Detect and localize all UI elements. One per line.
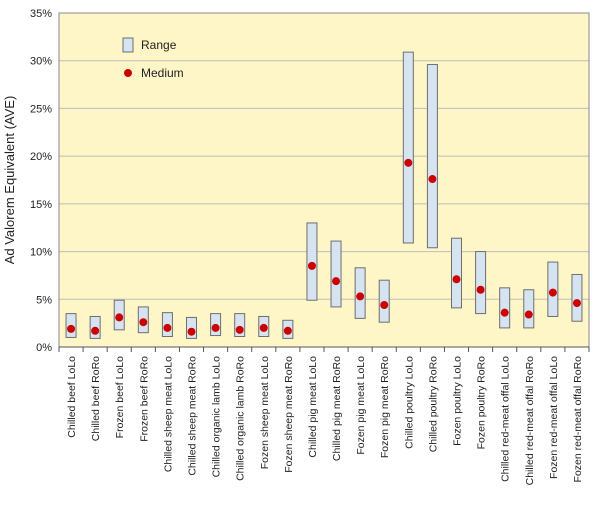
legend: Range Medium — [122, 37, 184, 80]
x-category-label: Fozen poultry LoLo — [452, 356, 464, 446]
x-category-label: Chilled pig meat LoLo — [307, 356, 319, 458]
medium-point — [163, 323, 172, 332]
range-bar — [330, 240, 342, 308]
x-category-label: Chilled organic lamb LoLo — [211, 356, 223, 478]
x-category-label: Chilled beef RoRo — [90, 356, 102, 441]
medium-point — [356, 292, 365, 301]
y-tick-label: 30% — [30, 56, 52, 68]
range-bar — [451, 237, 462, 309]
x-category-label: Fozen pig meat LoLo — [355, 356, 367, 455]
legend-range-swatch — [122, 37, 134, 53]
medium-point — [404, 158, 413, 167]
medium-point — [235, 325, 244, 334]
medium-point — [283, 326, 292, 335]
x-category-label: Fozen red-meat offal RoRo — [572, 356, 584, 483]
x-category-label: Fozen sheep meat LoLo — [259, 356, 271, 469]
medium-point — [476, 285, 485, 294]
medium-point — [91, 326, 100, 335]
y-tick-label: 35% — [30, 8, 52, 20]
x-category-label: Frozen beef LoLo — [114, 356, 126, 438]
medium-point — [380, 301, 389, 310]
medium-point — [187, 327, 196, 336]
x-category-label: Chilled poultry RoRo — [427, 356, 439, 452]
medium-point — [67, 324, 76, 333]
medium-point — [115, 313, 124, 322]
range-bar — [234, 313, 246, 338]
medium-point — [452, 275, 461, 284]
y-tick-label: 5% — [36, 294, 52, 306]
range-bar — [571, 273, 583, 322]
y-tick-label: 20% — [30, 151, 52, 163]
medium-point — [548, 288, 557, 297]
range-bar — [523, 289, 535, 329]
x-category-label: Chilled pig meat RoRo — [331, 356, 343, 461]
y-tick-label: 15% — [30, 199, 52, 211]
medium-point — [524, 310, 533, 319]
x-category-label: Frozen beef RoRo — [138, 356, 150, 442]
x-category-label: Chilled sheep meat LoLo — [162, 356, 174, 472]
medium-point — [572, 299, 581, 308]
medium-point — [428, 175, 437, 184]
x-category-label: Chilled red-meat offal LoLo — [500, 356, 512, 482]
medium-point — [332, 277, 341, 286]
medium-point — [211, 323, 220, 332]
legend-medium-marker — [124, 69, 132, 77]
x-category-label: Fozen pig meat RoRo — [379, 356, 391, 458]
medium-point — [259, 323, 268, 332]
x-category-label: Chilled organic lamb RoRo — [235, 356, 247, 481]
x-category-label: Chilled poultry LoLo — [403, 356, 415, 449]
range-bar — [426, 64, 438, 249]
legend-range-label: Range — [141, 38, 177, 52]
y-tick-label: 0% — [36, 342, 52, 354]
x-category-label: Fozen sheep meat RoRo — [283, 356, 295, 473]
legend-medium-label: Medium — [141, 66, 184, 80]
range-bar — [475, 251, 487, 315]
y-tick-label: 25% — [30, 103, 52, 115]
x-category-label: Fozen poultry RoRo — [476, 356, 488, 450]
range-bar — [499, 287, 511, 329]
medium-point — [500, 308, 509, 317]
x-category-label: Chilled beef LoLo — [66, 356, 78, 438]
y-tick-label: 10% — [30, 247, 52, 259]
range-bar — [402, 51, 414, 244]
medium-point — [307, 261, 316, 270]
medium-point — [139, 318, 148, 327]
x-category-label: Chilled sheep meat RoRo — [187, 356, 199, 476]
y-axis-label: Ad Valorem Equivalent (AVE) — [2, 96, 17, 265]
x-category-label: Fozen red-meat offal LoLo — [548, 356, 560, 479]
x-category-label: Chilled red-meat offal RoRo — [524, 356, 536, 486]
range-bar — [306, 222, 318, 301]
